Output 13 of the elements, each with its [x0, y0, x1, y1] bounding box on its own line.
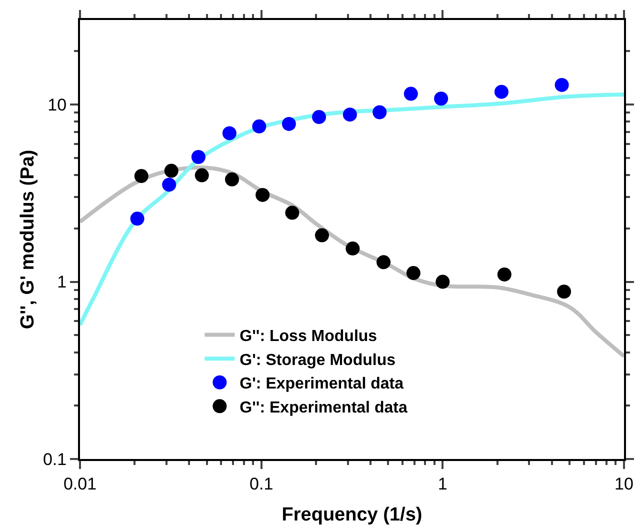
- x-tick-label: 10: [614, 474, 634, 494]
- x-axis-title: Frequency (1/s): [282, 504, 422, 526]
- legend-label: G': Experimental data: [240, 376, 404, 393]
- x-tick-label: 0.1: [250, 474, 274, 494]
- y-axis-title: G'', G' modulus (Pa): [17, 150, 38, 330]
- x-tick-label: 1: [438, 474, 448, 494]
- legend-label: G'': Experimental data: [240, 399, 408, 416]
- y-tick-label: 1: [57, 272, 67, 292]
- y-tick-label: 0.1: [42, 450, 67, 469]
- legend-label: G'': Loss Modulus: [240, 328, 378, 346]
- y-tick-label: 10: [48, 96, 67, 115]
- legend-label: G': Storage Modulus: [240, 352, 396, 369]
- x-tick-label: 0.01: [63, 474, 97, 494]
